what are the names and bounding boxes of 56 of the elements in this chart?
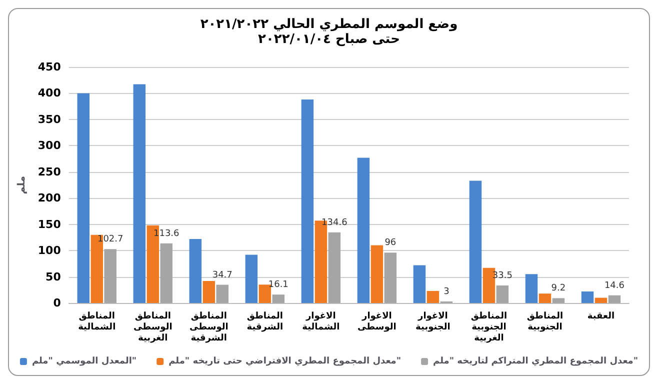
legend-label: معدل المجموع المطري المتراكم لتاريخه "ملم": [433, 356, 638, 366]
data-label: 9.2: [551, 284, 566, 294]
bar: [328, 232, 341, 303]
bar: [133, 84, 146, 303]
y-tick-label: 200: [38, 192, 62, 205]
bar: [469, 180, 482, 303]
legend-label: معدل المجموع المطري الافتراضي حتى تاريخه "ملم": [168, 356, 402, 366]
bar: [525, 274, 538, 303]
data-label: 34.7: [212, 270, 232, 280]
bar: [496, 285, 509, 303]
y-tick-label: 300: [38, 139, 62, 152]
y-tick-label: 150: [38, 218, 62, 231]
bar: [538, 294, 552, 303]
bar: [594, 298, 608, 303]
x-tick-label: المناطق الشمالية: [78, 312, 116, 332]
y-tick-label: 100: [38, 244, 62, 258]
x-tick-label: المناطق الشرقية: [246, 312, 284, 332]
bar: [357, 158, 370, 303]
x-tick-label: العقبة: [587, 312, 615, 322]
bar: [608, 295, 621, 303]
bar: [202, 280, 216, 303]
data-label: 14.6: [604, 280, 625, 291]
data-label: 96: [384, 238, 396, 248]
y-tick-label: 400: [38, 86, 62, 100]
bar: [581, 291, 594, 303]
bar: [77, 93, 90, 303]
x-tick-label: المناطق الجنوبية: [526, 312, 564, 332]
chart-subtitle: حتى صباح ٢٠٢٢/٠١/٠٤: [258, 32, 400, 47]
x-tick-label: الاغوار الشمالية: [302, 312, 340, 332]
y-tick-label: 250: [38, 165, 62, 178]
x-tick-label: المناطق الجنوبية الغربية: [470, 312, 508, 344]
bar: [189, 239, 202, 303]
bar: [160, 243, 172, 303]
data-label: 3: [444, 286, 450, 297]
y-tick-label: 350: [38, 112, 62, 126]
bar: [216, 284, 228, 303]
bar: [301, 100, 314, 303]
bar: [384, 252, 397, 303]
x-tick-label: المناطق الوسطى الغربية: [133, 312, 172, 344]
bar: [104, 249, 116, 303]
data-label: 16.1: [268, 280, 288, 290]
bar: [552, 298, 565, 303]
x-tick-label: الاغوار الجنوبية: [416, 312, 450, 332]
bar: [370, 245, 384, 303]
x-tick-label: الاغوار الوسطى: [358, 312, 396, 332]
bar: [272, 294, 285, 303]
bar: [413, 265, 426, 303]
y-tick-label: 0: [53, 296, 62, 310]
x-tick-label: المناطق الوسطى الشرقية: [189, 312, 228, 344]
y-tick-label: 450: [38, 60, 62, 74]
legend-label: المعدل الموسمي "ملم": [32, 356, 137, 366]
bar: [426, 290, 440, 303]
bar: [245, 254, 258, 303]
y-axis-title: ملم: [16, 176, 28, 194]
chart-title: وضع الموسم المطري الحالي ٢٠٢١/٢٠٢٢: [200, 17, 458, 32]
y-tick-label: 50: [46, 270, 62, 284]
